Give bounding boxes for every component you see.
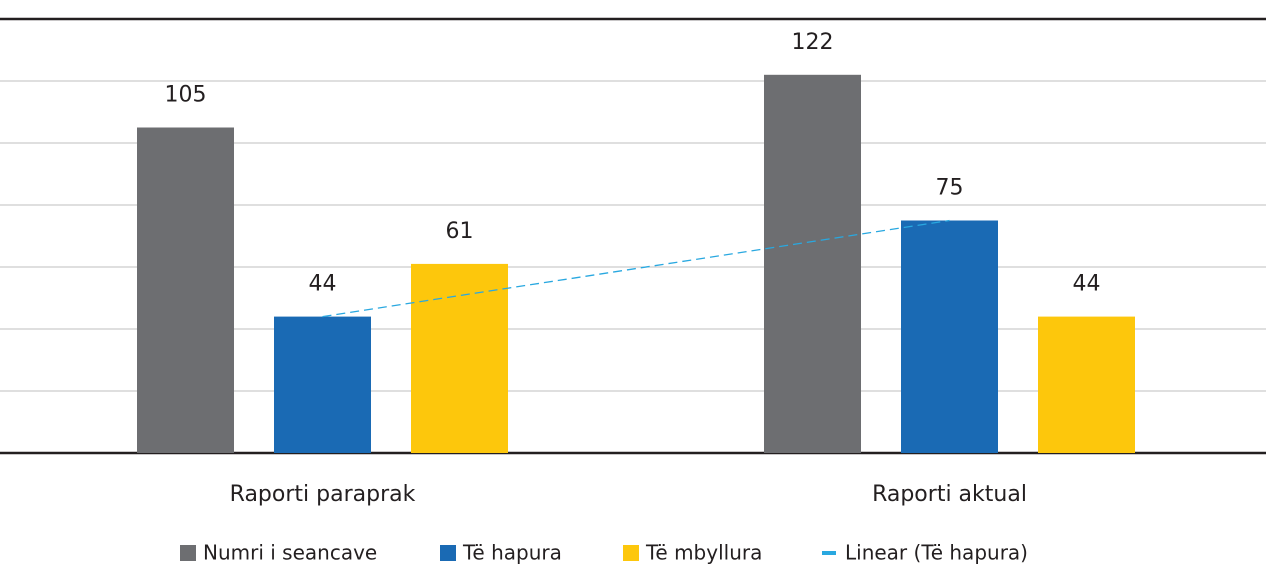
legend-swatch [623,545,639,561]
value-label: 75 [936,176,964,201]
legend-label: Të mbyllura [645,541,762,564]
bar [764,74,861,454]
value-label: 61 [446,219,474,244]
x-tick-label: Raporti paraprak [230,482,416,507]
value-label: 44 [1073,272,1101,297]
x-tick-label: Raporti aktual [872,482,1027,507]
legend-swatch [440,545,456,561]
value-label: 44 [309,272,337,297]
bar [274,316,371,453]
trendline [322,219,950,318]
legend-label: Të hapura [462,541,562,564]
legend-swatch [822,551,836,555]
bar [1038,316,1135,453]
legend-label: Linear (Të hapura) [845,541,1028,564]
bar [137,127,234,453]
legend-swatch [180,545,196,561]
bar [411,263,508,453]
bar [901,220,998,453]
value-label: 122 [792,30,834,55]
value-label: 105 [165,83,207,108]
legend-label: Numri i seancave [203,541,377,564]
